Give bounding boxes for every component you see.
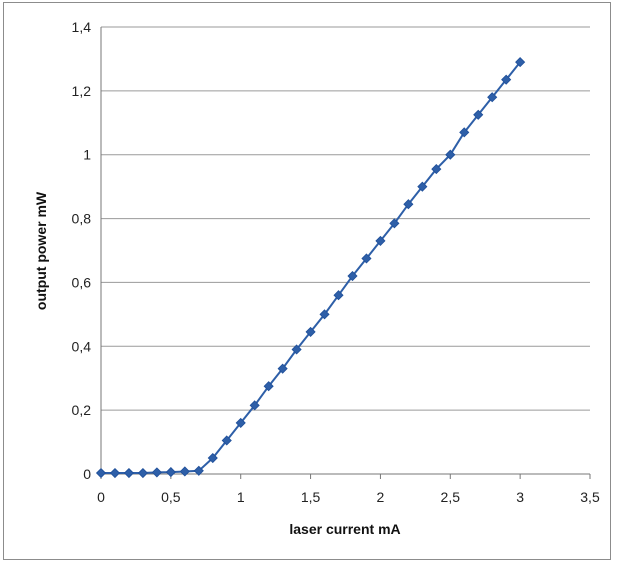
data-point xyxy=(207,452,218,464)
data-point xyxy=(487,92,498,103)
data-point xyxy=(319,309,330,320)
y-tick-label: 1 xyxy=(83,147,91,163)
y-tick-labels: 0 0,2 0,4 0,6 0,8 1 1,2 1,4 xyxy=(72,19,92,482)
data-point xyxy=(95,467,107,479)
data-point xyxy=(417,181,428,192)
x-tick-labels: 0 0,5 1 1,5 2 2,5 3 3,5 xyxy=(97,489,600,505)
data-point xyxy=(235,417,246,428)
y-tick-label: 0,2 xyxy=(72,402,92,418)
y-tick-label: 0,8 xyxy=(72,211,92,227)
y-tick-label: 0 xyxy=(83,466,91,482)
data-point xyxy=(109,467,121,479)
y-axis-title: output power mW xyxy=(33,191,49,310)
data-point xyxy=(347,270,358,282)
x-tick-label: 1,5 xyxy=(301,489,321,505)
y-tick-label: 0,4 xyxy=(72,338,92,354)
chart-frame xyxy=(3,2,611,560)
data-point xyxy=(151,467,162,478)
data-point xyxy=(333,290,344,301)
gridlines xyxy=(101,26,590,411)
data-point xyxy=(277,363,288,374)
y-tick-label: 1,4 xyxy=(72,19,92,35)
data-point xyxy=(291,344,302,355)
data-point xyxy=(263,381,274,392)
data-point xyxy=(445,149,456,160)
x-axis-title: laser current mA xyxy=(289,521,400,537)
data-point xyxy=(473,109,484,120)
data-point xyxy=(375,235,386,246)
axes xyxy=(100,27,591,479)
data-point xyxy=(165,467,176,478)
data-point xyxy=(221,435,232,446)
x-tick-label: 1 xyxy=(237,489,245,505)
data-point xyxy=(305,326,316,337)
data-point xyxy=(193,465,204,476)
data-point xyxy=(389,218,400,229)
x-tick-label: 0,5 xyxy=(161,489,181,505)
y-tick-label: 1,2 xyxy=(72,83,92,99)
series-line xyxy=(101,61,521,475)
data-point xyxy=(179,466,190,477)
data-point xyxy=(403,199,414,210)
data-point xyxy=(137,467,148,479)
y-tick-label: 0,6 xyxy=(72,274,92,290)
data-point xyxy=(501,74,512,85)
data-point xyxy=(123,467,135,479)
x-tick-label: 2,5 xyxy=(441,489,461,505)
data-point xyxy=(361,253,372,264)
data-point xyxy=(515,57,526,68)
x-tick-label: 2 xyxy=(377,489,385,505)
data-point xyxy=(431,164,442,175)
data-point xyxy=(249,400,260,411)
data-point xyxy=(459,127,470,138)
x-tick-label: 3,5 xyxy=(580,489,600,505)
x-tick-label: 0 xyxy=(97,489,105,505)
x-tick-label: 3 xyxy=(516,489,524,505)
data-series xyxy=(95,57,526,479)
